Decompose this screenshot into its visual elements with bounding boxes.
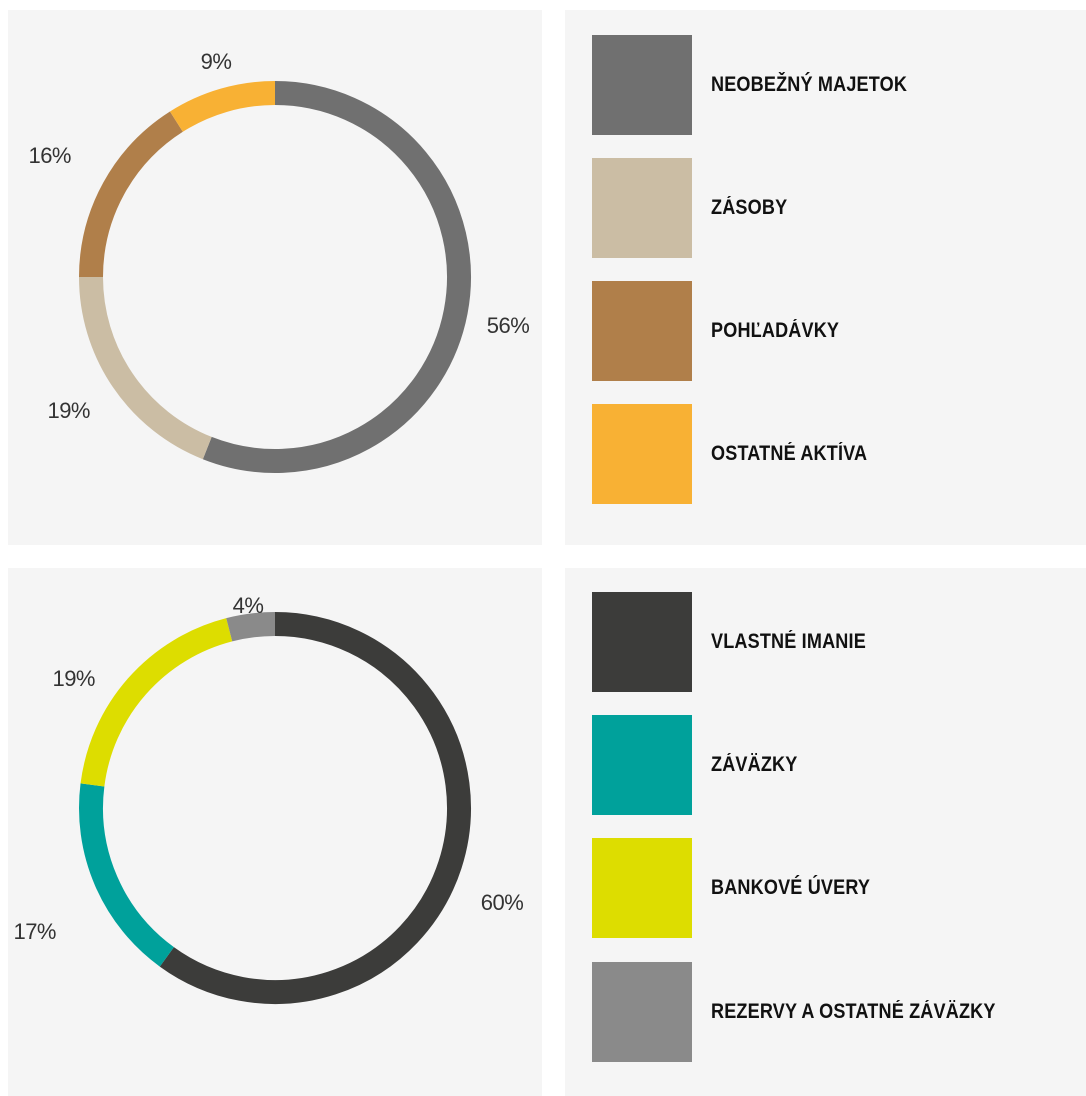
donut-slice-zavazky — [79, 783, 175, 967]
legend-swatch — [592, 158, 692, 258]
donut-slice-neobezny-majetok — [202, 81, 471, 473]
legend-label: NEOBEŽNÝ MAJETOK — [711, 73, 908, 96]
legend-label: ZÁSOBY — [711, 196, 788, 219]
legend-panel-liabilities: VLASTNÉ IMANIE ZÁVÄZKY BANKOVÉ ÚVERY REZ… — [565, 568, 1086, 1096]
legend-swatch — [592, 404, 692, 504]
legend-swatch — [592, 281, 692, 381]
slice-value-label: 17% — [13, 919, 56, 944]
slice-value-label: 56% — [487, 313, 530, 338]
chart-panel-assets: 56% 19% 16% 9% — [8, 10, 542, 545]
slice-value-label: 19% — [47, 398, 90, 423]
slice-value-label: 19% — [52, 666, 95, 691]
legend-item-rezervy: REZERVY A OSTATNÉ ZÁVÄZKY — [592, 962, 1072, 1062]
legend-label: BANKOVÉ ÚVERY — [711, 876, 871, 899]
legend-item-ostatne-aktiva: OSTATNÉ AKTÍVA — [592, 404, 1072, 504]
legend-swatch — [592, 962, 692, 1062]
donut-slice-vlastne-imanie — [159, 612, 471, 1004]
legend-label: POHĽADÁVKY — [711, 319, 840, 342]
legend-panel-assets: NEOBEŽNÝ MAJETOK ZÁSOBY POHĽADÁVKY OSTAT… — [565, 10, 1086, 545]
slice-value-label: 9% — [201, 49, 232, 74]
legend-swatch — [592, 838, 692, 938]
donut-chart-liabilities: 60% 17% 19% 4% — [13, 593, 524, 1004]
legend-item-vlastne-imanie: VLASTNÉ IMANIE — [592, 592, 1072, 692]
slice-value-label: 16% — [28, 143, 71, 168]
legend-item-zasoby: ZÁSOBY — [592, 158, 1072, 258]
donut-slice-pohladavky — [79, 111, 183, 278]
legend-item-zavazky: ZÁVÄZKY — [592, 715, 1072, 815]
donut-chart-assets: 56% 19% 16% 9% — [28, 49, 530, 473]
legend-item-neobezny-majetok: NEOBEŽNÝ MAJETOK — [592, 35, 1072, 135]
legend-swatch — [592, 715, 692, 815]
donut-slice-bankove-uvery — [80, 618, 233, 787]
legend-label: REZERVY A OSTATNÉ ZÁVÄZKY — [711, 1000, 996, 1023]
legend-swatch — [592, 35, 692, 135]
donut-slice-rezervy-a-ostatne-zavazky — [226, 612, 276, 642]
legend-label: VLASTNÉ IMANIE — [711, 630, 866, 653]
legend-swatch — [592, 592, 692, 692]
donut-slice-zasoby — [79, 276, 212, 460]
legend-item-pohladavky: POHĽADÁVKY — [592, 281, 1072, 381]
chart-panel-liabilities: 60% 17% 19% 4% — [8, 568, 542, 1096]
slice-value-label: 4% — [233, 593, 264, 618]
legend-item-bankove-uvery: BANKOVÉ ÚVERY — [592, 838, 1072, 938]
slice-value-label: 60% — [481, 890, 524, 915]
legend-label: OSTATNÉ AKTÍVA — [711, 442, 868, 465]
donut-slice-ostatne-aktiva — [169, 81, 276, 132]
legend-label: ZÁVÄZKY — [711, 753, 798, 776]
